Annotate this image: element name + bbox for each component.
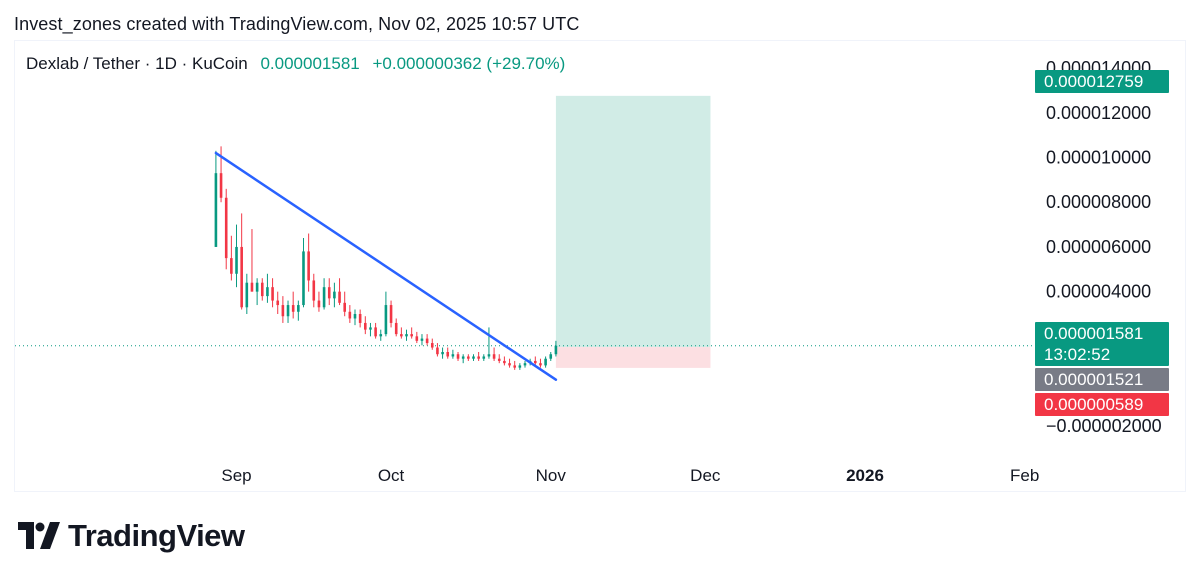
candle-body xyxy=(549,354,553,359)
candle-body xyxy=(260,282,264,297)
candle-body xyxy=(281,305,285,317)
candle-body xyxy=(327,287,331,299)
candle-body xyxy=(286,305,290,317)
bar-countdown: 13:02:52 xyxy=(1044,345,1111,364)
y-tick-label: 0.000012000 xyxy=(1046,103,1151,123)
x-tick-label: 2026 xyxy=(846,466,884,485)
tradingview-logo-icon xyxy=(18,522,60,549)
stop-zone xyxy=(555,347,711,368)
x-tick-label: Nov xyxy=(536,466,567,485)
candle-body xyxy=(430,343,434,348)
candle-body xyxy=(235,246,238,274)
candle-body xyxy=(384,305,388,335)
candle-body xyxy=(451,354,455,357)
candle-body xyxy=(219,173,223,198)
candle-body xyxy=(302,251,305,306)
candle-body xyxy=(554,345,558,355)
candle-body xyxy=(255,282,259,292)
candle-body xyxy=(374,327,377,337)
candle-body xyxy=(487,354,491,357)
candle-body xyxy=(389,305,393,323)
candle-body xyxy=(307,251,310,281)
candle-body xyxy=(441,352,444,355)
candle-body xyxy=(467,356,470,359)
tradingview-wordmark: TradingView xyxy=(68,518,245,553)
price-chart[interactable]: 0.0000140000.0000120000.0000100000.00000… xyxy=(0,0,1200,500)
candle-body xyxy=(508,363,511,366)
last-price: 0.000001581 xyxy=(260,54,360,73)
current-price-value: 0.000001581 xyxy=(1044,324,1144,343)
candle-body xyxy=(214,173,218,247)
candle-body xyxy=(420,338,424,341)
candle-body xyxy=(436,347,439,355)
candle-body xyxy=(333,291,336,299)
candle-body xyxy=(358,314,362,323)
tradingview-logo[interactable]: TradingView xyxy=(18,518,245,554)
candle-body xyxy=(312,280,316,301)
candle-body xyxy=(364,322,367,330)
candle-body xyxy=(523,363,527,366)
target-zone xyxy=(555,95,711,348)
candle-body xyxy=(513,365,516,368)
candle-body xyxy=(322,287,326,308)
candle-body xyxy=(266,287,269,297)
candle-body xyxy=(348,311,352,319)
candle-body xyxy=(518,365,522,368)
candle-body xyxy=(343,302,346,312)
candle-body xyxy=(369,327,372,330)
x-tick-label: Feb xyxy=(1010,466,1039,485)
candle-body xyxy=(338,291,341,303)
candle-body xyxy=(539,363,542,366)
candle-body xyxy=(544,358,547,366)
candle-body xyxy=(245,282,249,308)
current-price-tag: 0.000001581 13:02:52 xyxy=(1035,322,1169,366)
candle-body xyxy=(394,322,398,335)
candle-body xyxy=(492,354,496,359)
symbol-title: Dexlab / Tether · 1D · KuCoin xyxy=(26,54,248,73)
candle-body xyxy=(291,305,295,312)
candle-body xyxy=(297,305,300,312)
candle-body xyxy=(446,352,450,357)
trendline xyxy=(214,151,558,381)
candle-body xyxy=(425,338,429,344)
candle-body xyxy=(534,360,537,364)
x-tick-label: Sep xyxy=(221,466,251,485)
candle-body xyxy=(472,356,475,359)
x-tick-label: Dec xyxy=(690,466,721,485)
candle-body xyxy=(224,197,228,259)
candle-body xyxy=(503,360,506,364)
candle-body xyxy=(497,358,501,361)
chart-frame xyxy=(14,40,1186,492)
candle-body xyxy=(405,334,408,337)
y-tick-label: 0.000008000 xyxy=(1046,192,1151,212)
chart-credit: Invest_zones created with TradingView.co… xyxy=(14,14,580,34)
y-tick-label: 0.000006000 xyxy=(1046,237,1151,257)
symbol-legend: Dexlab / Tether · 1D · KuCoin 0.00000158… xyxy=(26,54,565,74)
candle-body xyxy=(230,258,233,274)
price-change: +0.000000362 (+29.70%) xyxy=(372,54,566,73)
candle-body xyxy=(477,356,480,359)
y-tick-label: 0.000010000 xyxy=(1046,148,1151,168)
candle-body xyxy=(379,334,383,337)
y-tick-label: 0.000004000 xyxy=(1046,282,1151,302)
candle-body xyxy=(240,246,243,308)
entry-price-tag: 0.000001521 xyxy=(1035,368,1169,391)
candle-body xyxy=(250,282,254,292)
candle-body xyxy=(461,356,465,359)
candle-body xyxy=(353,314,357,319)
candle-body xyxy=(456,354,460,359)
candle-body xyxy=(482,356,486,359)
candle-body xyxy=(410,334,413,337)
candle-body xyxy=(271,287,274,301)
target-price-tag: 0.000012759 xyxy=(1035,70,1169,93)
x-tick-label: Oct xyxy=(378,466,405,485)
candle-body xyxy=(317,300,321,308)
candle-body xyxy=(276,300,280,306)
candle-body xyxy=(415,336,419,341)
y-tick-label: −0.000002000 xyxy=(1046,416,1162,436)
stop-price-tag: 0.000000589 xyxy=(1035,393,1169,416)
candle-body xyxy=(400,334,403,337)
